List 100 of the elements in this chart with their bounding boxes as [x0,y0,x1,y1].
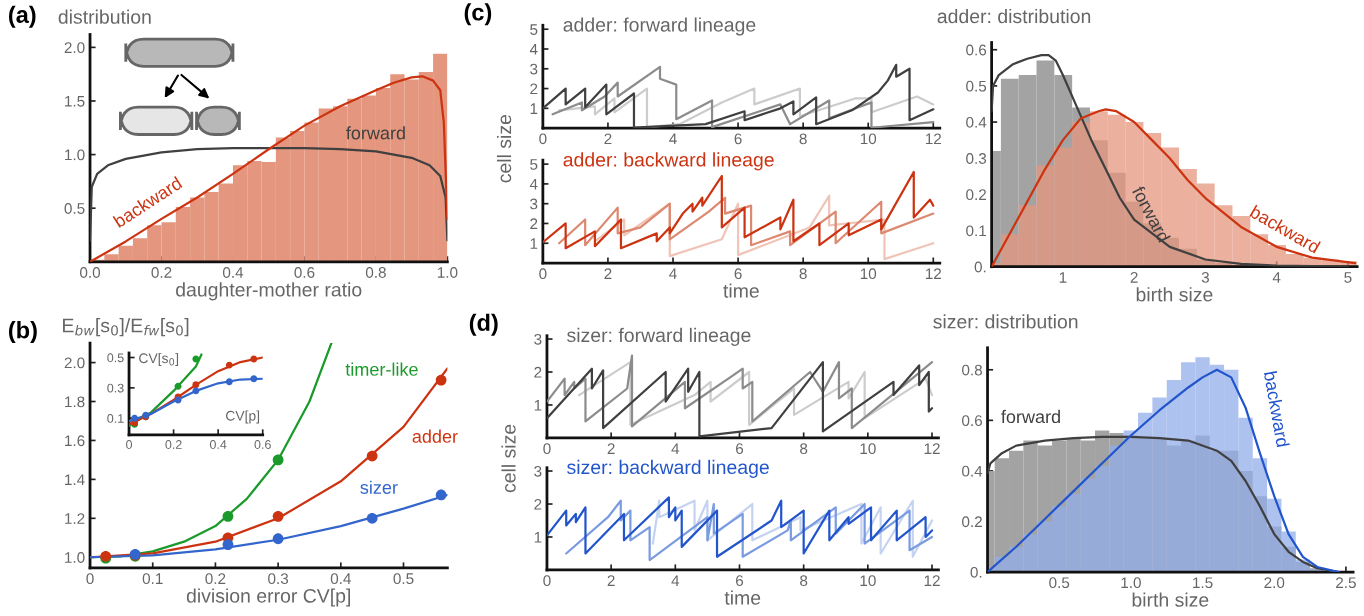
x-tick-label: 8 [799,268,807,280]
x-tick-label: 2 [607,575,615,586]
x-tick-label: 10 [860,443,876,455]
x-tick-label: 12 [924,443,940,454]
x-tick-label: 2 [604,268,612,279]
y-tick-label: 1.8 [65,396,85,408]
series-label: forward [346,126,405,140]
x-tick-label: 4 [671,443,680,454]
y-tick-label: 2 [530,83,538,95]
y-tick-label: 3 [534,465,542,477]
x-axis-title: daughter-mother ratio [176,282,362,301]
x-axis-title: time [723,283,759,298]
x-tick-label: 0 [543,443,551,455]
x-tick-label: 12 [925,268,942,279]
x-axis-title: time [724,590,761,605]
y-tick-label: 0.5 [64,203,85,214]
x-axis-title: birth size [1132,592,1209,607]
y-tick-label: 2 [534,498,542,510]
x-tick-label: 0 [539,268,547,280]
x-axis-title: CV[p] [226,410,260,424]
x-tick-label: 1.5 [1193,577,1213,589]
text: (c) [464,3,492,26]
y-tick-label: 1 [530,238,538,249]
x-axis-title: division error CV[p] [186,588,350,607]
y-tick-label: 1 [534,532,542,543]
x-tick-label: 10 [860,575,876,587]
y-tick-label: 3 [530,63,538,75]
x-tick-label: 2 [607,443,615,454]
y-tick-label: 0.8 [962,364,983,376]
series-label: sizer [360,480,398,494]
x-tick-label: 2.0 [1264,577,1285,589]
x-tick-label: 5 [1344,272,1352,283]
x-tick-label: 0.2 [205,573,226,585]
chart-title: adder: distribution [937,8,1091,24]
y-tick-label: 5 [530,24,538,35]
x-tick-label: 0.1 [142,573,163,585]
y-tick-label: 0. [970,566,982,578]
y-tick-label: 1.2 [65,513,85,524]
y-tick-label: 0.6 [966,44,987,56]
y-tick-label: 0. [974,261,986,273]
chart-title: sizer: backward lineage [567,459,769,478]
y-tick-label: 4 [529,44,538,55]
chart-title: sizer: distribution [933,314,1078,329]
y-tick-label: 1 [530,103,538,114]
x-tick-label: 0.6 [254,440,271,449]
text: (b) [9,321,37,344]
x-tick-label: 1.0 [437,267,458,278]
x-tick-label: 6 [736,443,744,455]
y-tick-label: 3 [534,333,542,345]
x-tick-label: 0.4 [222,267,244,278]
y-tick-label: 0.4 [966,116,987,128]
x-tick-label: 0 [86,573,94,585]
x-tick-label: 6 [736,575,744,587]
y-tick-label: 0.5 [107,353,124,363]
y-tick-label: 0.5 [966,80,987,92]
y-tick-label: 2 [534,366,542,378]
x-tick-label: 0 [543,575,551,587]
y-axis-title: distribution [58,9,151,24]
text: (d) [469,313,498,336]
x-tick-label: 0.2 [151,267,172,278]
y-tick-label: 0.6 [962,415,983,427]
y-tick-label: 2.0 [64,357,85,369]
chart-title: sizer: forward lineage [567,327,751,346]
y-tick-label: 0.3 [966,153,987,164]
y-tick-label: 0.2 [966,189,986,201]
text: E$_{bw}$[s$_{0}$]/E$_{fw}$[s$_{0}$] [63,318,189,337]
x-tick-label: 0.2 [165,440,182,449]
x-tick-label: 0.6 [294,267,315,278]
y-tick-label: 1.6 [65,435,85,447]
x-tick-label: 4 [1272,272,1281,283]
x-tick-label: 1.0 [1121,577,1141,589]
y-tick-label: 0.1 [966,225,987,237]
chart-title: adder: forward lineage [563,17,756,36]
x-tick-label: 8 [799,133,807,145]
y-tick-label: 1.0 [65,149,85,161]
x-tick-label: 0.4 [330,573,351,585]
x-tick-label: 2 [604,133,612,145]
x-tick-label: 0.4 [209,440,227,449]
x-tick-label: 6 [734,268,742,280]
x-tick-label: 12 [924,575,940,586]
x-tick-label: 4 [669,268,677,279]
y-tick-label: 0.1 [107,414,124,423]
x-tick-label: 8 [800,575,808,587]
y-tick-label: 1.0 [65,552,85,563]
x-axis-title: birth size [1136,287,1213,302]
x-tick-label: 8 [800,443,808,455]
y-axis-title: cell size [501,424,516,493]
x-tick-label: 2 [1130,271,1138,283]
text: backward [1263,371,1290,448]
x-tick-label: 0.0 [80,267,101,278]
y-axis-title: cell size [496,114,512,183]
y-tick-label: 3 [530,198,538,210]
text: (a) [9,5,36,28]
x-tick-label: 4 [669,133,677,145]
series-label: timer-like [345,362,418,376]
y-tick-label: 2 [530,218,538,229]
x-tick-label: 6 [734,133,742,145]
x-tick-label: 0.5 [1049,577,1070,589]
y-tick-label: 1 [534,400,542,411]
x-tick-label: 4 [671,575,680,586]
